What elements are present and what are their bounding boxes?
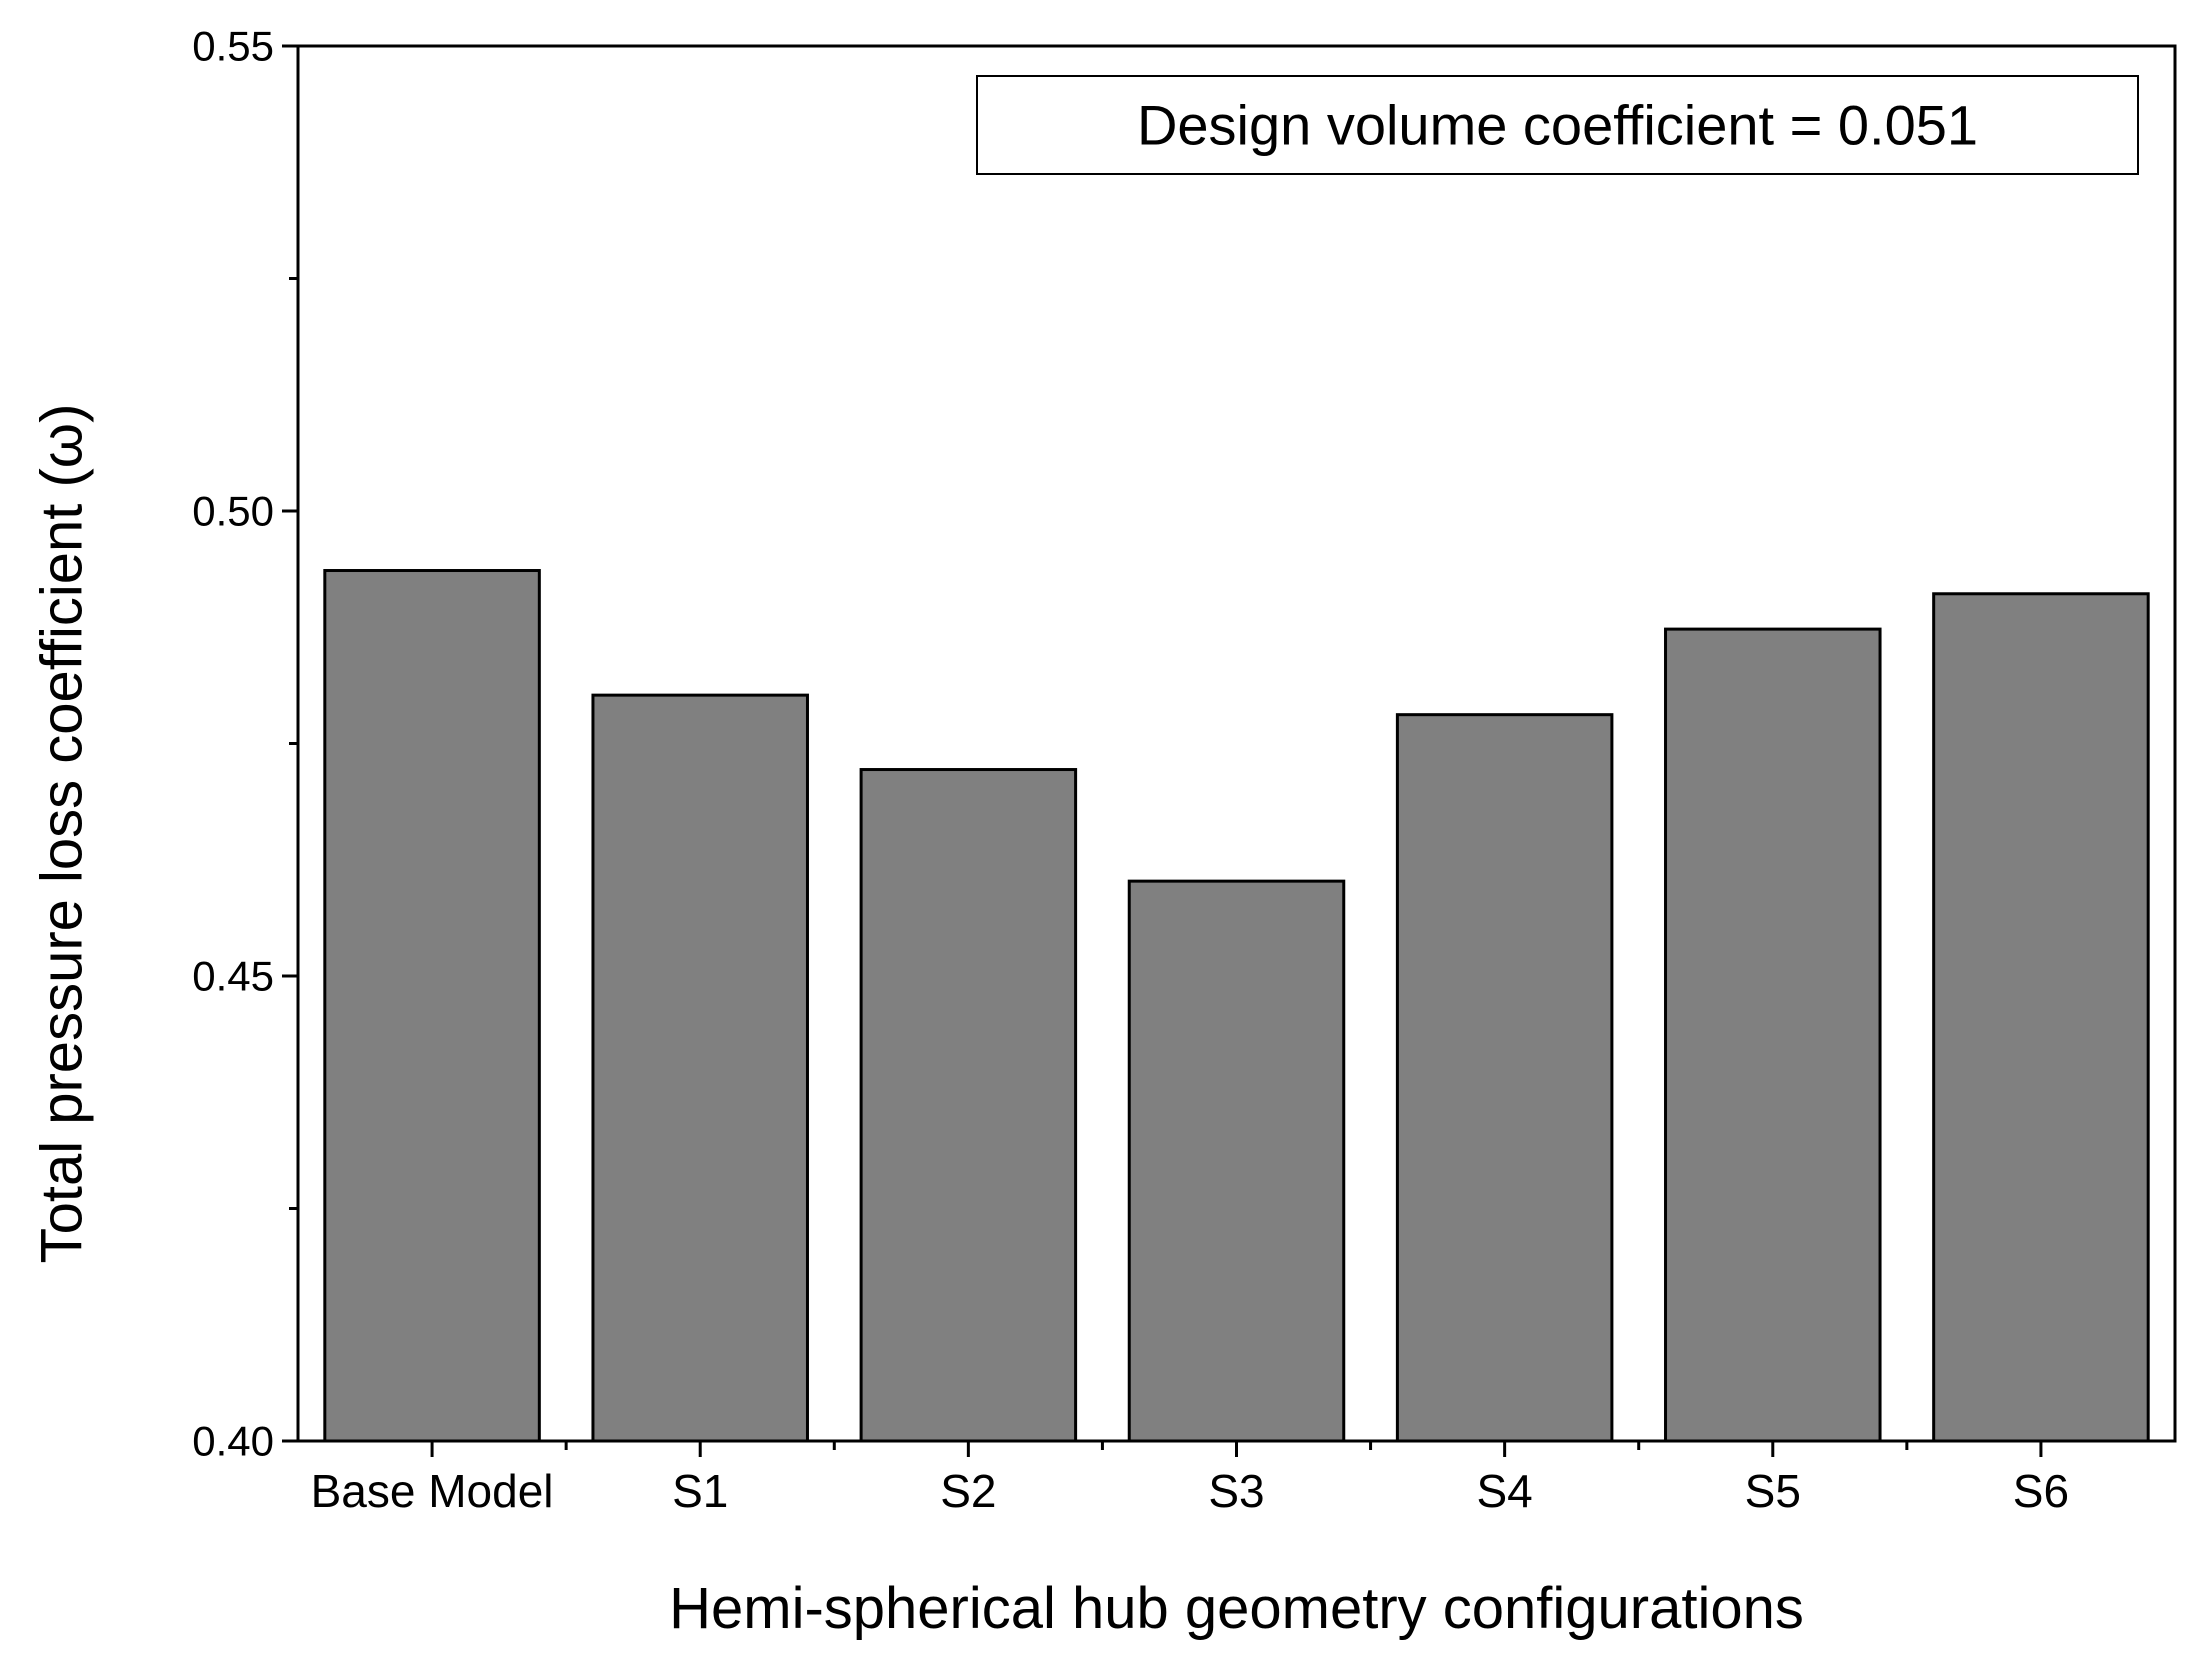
x-tick-label: S4	[1477, 1465, 1533, 1517]
y-axis-ticks: 0.40 0.45 0.50 0.55	[192, 23, 298, 1465]
bar-s3	[1127, 879, 1346, 1443]
x-axis-title: Hemi-spherical hub geometry configuratio…	[669, 1576, 1804, 1641]
bar-base-model	[323, 569, 541, 1443]
bar-s6	[1932, 592, 2150, 1443]
x-tick-label: Base Model	[311, 1465, 554, 1517]
bar-s2	[859, 768, 1078, 1443]
y-tick-label: 0.55	[192, 23, 274, 70]
bar-s5	[1664, 627, 1882, 1443]
x-tick-label: S3	[1208, 1465, 1264, 1517]
annotation-box: Design volume coefficient = 0.051	[976, 75, 2139, 175]
x-tick-label: S5	[1745, 1465, 1801, 1517]
y-axis-title: Total pressure loss coefficient (ω)	[30, 404, 95, 1264]
x-tick-label: S2	[940, 1465, 996, 1517]
bar-s1	[591, 693, 809, 1443]
bar-s4	[1395, 713, 1614, 1443]
y-tick-label: 0.50	[192, 488, 274, 535]
y-tick-label: 0.40	[192, 1418, 274, 1465]
x-tick-label: S1	[672, 1465, 728, 1517]
y-tick-label: 0.45	[192, 953, 274, 1000]
x-tick-label: S6	[2013, 1465, 2069, 1517]
bars-group	[323, 569, 2150, 1443]
annotation-frame	[976, 75, 2139, 175]
annotation-text: Design volume coefficient = 0.051	[1137, 94, 1978, 157]
x-axis-ticks: Base Model S1 S2 S3 S4 S5 S6	[311, 1441, 2069, 1517]
